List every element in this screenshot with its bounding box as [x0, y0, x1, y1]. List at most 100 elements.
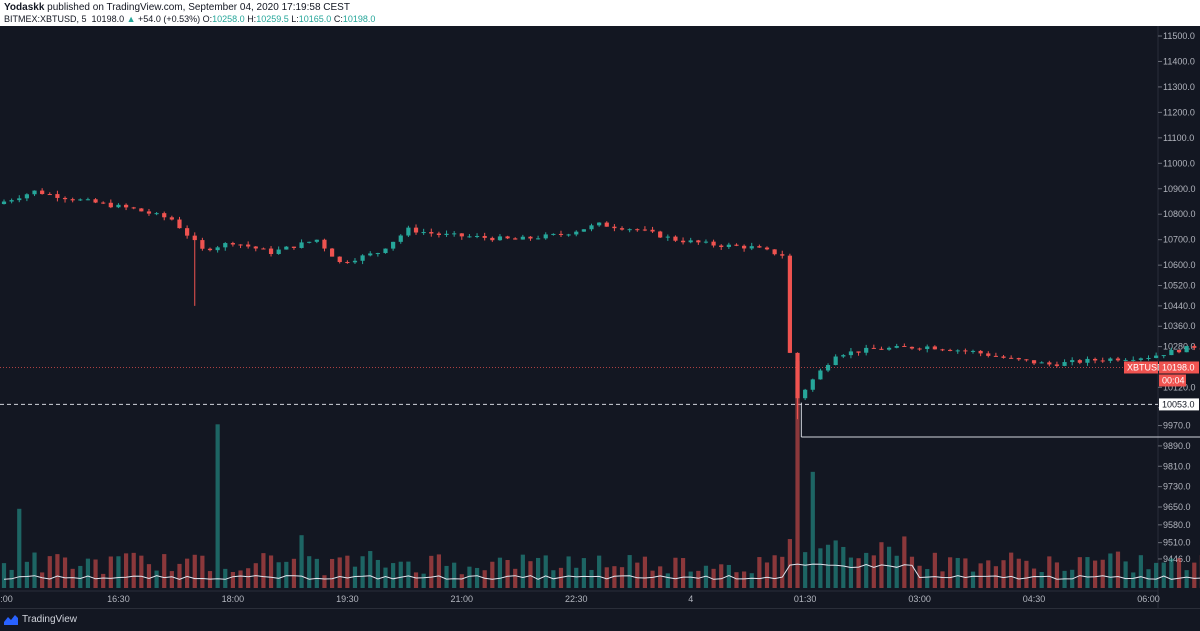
candle-body — [1108, 359, 1112, 361]
candle-body — [979, 351, 983, 353]
volume-bar — [63, 557, 67, 588]
time-tick-label: 18:00 — [222, 594, 245, 604]
last-price-badge: 10198.0 — [1162, 362, 1195, 372]
volume-bar — [353, 567, 357, 588]
candle-body — [238, 244, 242, 245]
volume-bar — [834, 540, 838, 588]
candle-body — [414, 228, 418, 233]
candle-body — [155, 213, 159, 214]
volume-bar — [414, 572, 418, 588]
price-tick-label: 9510.0 — [1163, 538, 1191, 548]
volume-bar — [132, 553, 136, 588]
volume-bar — [582, 558, 586, 588]
author-name[interactable]: Yodaskk — [4, 2, 44, 13]
volume-bar — [811, 472, 815, 588]
candle-body — [1047, 362, 1051, 364]
candle-body — [1185, 346, 1189, 352]
candle-body — [162, 213, 166, 217]
candle-body — [132, 207, 136, 208]
candle-body — [1131, 360, 1135, 361]
volume-bar — [666, 573, 670, 588]
price-tick-label: 10360.0 — [1163, 321, 1196, 331]
candle-body — [109, 203, 113, 207]
candle-body — [170, 217, 174, 219]
candle-body — [361, 255, 365, 260]
candle-body — [93, 199, 97, 202]
candle-body — [1124, 360, 1128, 361]
volume-bar — [284, 562, 288, 588]
candle-body — [345, 262, 349, 263]
candle-body — [10, 200, 14, 201]
volume-bar — [269, 555, 273, 588]
volume-bar — [750, 573, 754, 588]
candle-body — [559, 234, 563, 235]
candle-body — [696, 240, 700, 242]
candle-body — [666, 237, 670, 238]
candle-body — [322, 240, 326, 249]
tradingview-logo-icon[interactable] — [4, 614, 18, 625]
candle-body — [460, 233, 464, 236]
candle-body — [1093, 359, 1097, 361]
volume-bar — [544, 555, 548, 588]
symbol-tag: XBTUSD — [1127, 362, 1164, 372]
candle-body — [856, 351, 860, 352]
candle-body — [1192, 346, 1196, 348]
candle-body — [1162, 355, 1166, 356]
low-label: L: — [291, 14, 299, 24]
volume-bar — [17, 509, 21, 588]
volume-bar — [513, 569, 517, 588]
volume-bar — [216, 424, 220, 588]
volume-bar — [1085, 557, 1089, 588]
volume-bar — [635, 563, 639, 588]
volume-bar — [643, 557, 647, 588]
symbol-label: BITMEX:XBTUSD, 5 — [4, 14, 87, 24]
candle-body — [1040, 362, 1044, 363]
close-label: C: — [334, 14, 343, 24]
volume-bar — [1177, 558, 1181, 588]
volume-bar — [933, 553, 937, 588]
price-tick-label: 10800.0 — [1163, 209, 1196, 219]
candle-body — [483, 236, 487, 238]
volume-bar — [528, 561, 532, 588]
volume-bar — [345, 556, 349, 588]
volume-bar — [742, 571, 746, 588]
price-tick-label: 9890.0 — [1163, 441, 1191, 451]
candle-body — [1009, 358, 1013, 359]
candle-body — [1116, 359, 1120, 361]
candle-body — [116, 205, 120, 207]
price-tick-label: 11300.0 — [1163, 82, 1195, 92]
volume-bar — [956, 558, 960, 588]
candle-body — [528, 237, 532, 239]
volume-bar — [689, 572, 693, 588]
candle-body — [200, 240, 204, 249]
volume-bar — [1001, 560, 1005, 588]
volume-bar — [1047, 556, 1051, 588]
candle-body — [605, 223, 609, 227]
candle-body — [918, 349, 922, 350]
price-tick-label: 10520.0 — [1163, 281, 1196, 291]
volume-bar — [1078, 557, 1082, 588]
volume-bar — [422, 574, 426, 588]
candle-body — [628, 229, 632, 230]
footer-brand[interactable]: TradingView — [22, 614, 77, 625]
candle-body — [521, 237, 525, 240]
volume-bar — [1154, 563, 1158, 588]
volume-bar — [71, 569, 75, 588]
volume-bar — [765, 562, 769, 588]
price-tick-label: 9970.0 — [1163, 421, 1191, 431]
volume-bar — [841, 547, 845, 588]
candle-body — [40, 191, 44, 194]
volume-bar — [940, 571, 944, 588]
volume-bar — [856, 558, 860, 588]
price-tick-label: 9810.0 — [1163, 461, 1191, 471]
volume-bar — [567, 556, 571, 588]
candle-body — [643, 230, 647, 231]
time-tick-label: 4 — [688, 594, 693, 604]
price-chart[interactable]: 11500.011400.011300.011200.011100.011000… — [0, 26, 1200, 608]
volume-bar — [299, 535, 303, 588]
volume-bar — [406, 562, 410, 588]
volume-bar — [696, 571, 700, 588]
candle-body — [544, 234, 548, 238]
volume-bar — [1009, 553, 1013, 588]
candle-body — [780, 254, 784, 255]
